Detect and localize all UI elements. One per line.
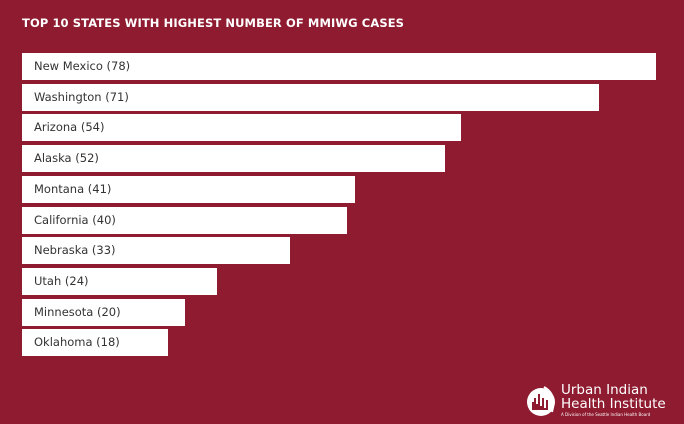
bar-alaska: Alaska (52) bbox=[22, 145, 445, 173]
bar-washington: Washington (71) bbox=[22, 83, 600, 111]
bar-label: California (40) bbox=[34, 212, 116, 227]
logo-line2: Health Institute bbox=[561, 396, 666, 412]
bar-oklahoma: Oklahoma (18) bbox=[22, 329, 169, 357]
bar-utah: Utah (24) bbox=[22, 267, 218, 295]
bar-label: Oklahoma (18) bbox=[34, 335, 120, 350]
bar-chart: New Mexico (78) Washington (71) Arizona (5… bbox=[22, 53, 662, 363]
bar-california: California (40) bbox=[22, 206, 348, 234]
bar-label: Minnesota (20) bbox=[34, 304, 121, 319]
bar-arizona: Arizona (54) bbox=[22, 114, 461, 142]
bar-nebraska: Nebraska (33) bbox=[22, 237, 291, 265]
uihi-logo-icon bbox=[527, 386, 555, 416]
uihi-logo: Urban Indian Health Institute A Division… bbox=[524, 382, 674, 418]
logo-tagline: A Division of the Seattle Indian Health … bbox=[561, 412, 651, 417]
chart-title: TOP 10 STATES WITH HIGHEST NUMBER OF MMI… bbox=[22, 16, 405, 30]
bar-minnesota: Minnesota (20) bbox=[22, 298, 185, 326]
bar-label: Utah (24) bbox=[34, 273, 89, 288]
bar-new-mexico: New Mexico (78) bbox=[22, 53, 656, 80]
bar-label: Nebraska (33) bbox=[34, 243, 116, 258]
bar-label: Washington (71) bbox=[34, 89, 129, 104]
bar-label: Alaska (52) bbox=[34, 151, 99, 166]
logo-line1: Urban Indian bbox=[561, 382, 648, 398]
bar-label: Montana (41) bbox=[34, 181, 112, 196]
bar-montana: Montana (41) bbox=[22, 175, 356, 203]
bar-label: New Mexico (78) bbox=[34, 59, 131, 73]
bar-label: Arizona (54) bbox=[34, 120, 105, 135]
